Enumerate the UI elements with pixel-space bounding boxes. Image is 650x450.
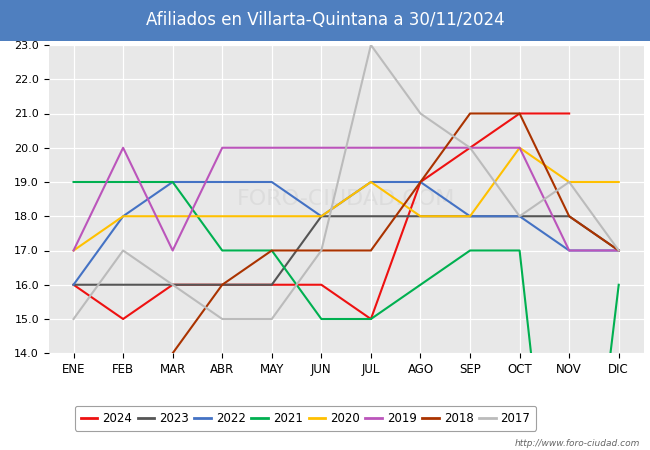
Text: FORO-CIUDAD.COM: FORO-CIUDAD.COM bbox=[237, 189, 455, 209]
Text: http://www.foro-ciudad.com: http://www.foro-ciudad.com bbox=[515, 439, 640, 448]
Text: Afiliados en Villarta-Quintana a 30/11/2024: Afiliados en Villarta-Quintana a 30/11/2… bbox=[146, 11, 504, 29]
Legend: 2024, 2023, 2022, 2021, 2020, 2019, 2018, 2017: 2024, 2023, 2022, 2021, 2020, 2019, 2018… bbox=[75, 406, 536, 431]
